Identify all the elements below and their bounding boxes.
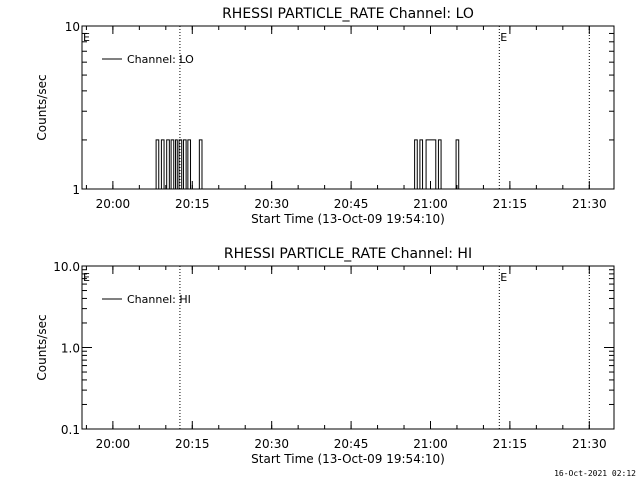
panel2-event-marker-label: E — [83, 271, 90, 284]
panel1-data-spike — [170, 139, 175, 189]
panel2-y-tick-label: 1.0 — [61, 342, 80, 356]
panel1-x-axis-label: Start Time (13-Oct-09 19:54:10) — [251, 212, 445, 226]
panel2-x-tick-label: 21:00 — [413, 437, 448, 451]
panel1-data-spike — [425, 139, 437, 189]
panel2-x-axis-label: Start Time (13-Oct-09 19:54:10) — [251, 452, 445, 466]
panel2-x-tick-label: 21:15 — [493, 437, 528, 451]
panel2-x-tick-label: 20:15 — [175, 437, 210, 451]
panel1-x-tick-label: 21:00 — [413, 197, 448, 211]
panel1-data-spike — [175, 139, 178, 189]
panel2-x-tick-label: 20:00 — [96, 437, 131, 451]
panel1-y-tick-label: 10 — [65, 20, 80, 34]
panel1-x-tick-label: 20:15 — [175, 197, 210, 211]
panel1-data-spike — [419, 139, 424, 189]
footer-timestamp: 16-Oct-2021 02:12 — [554, 469, 636, 478]
panel1-x-tick-label: 21:30 — [572, 197, 607, 211]
panel1-data-spike — [160, 139, 165, 189]
panel2-y-axis-label: Counts/sec — [35, 314, 49, 380]
panel1-x-tick-label: 20:30 — [254, 197, 289, 211]
panel1-y-axis-label: Counts/sec — [35, 74, 49, 140]
panel2-plot-frame — [81, 265, 615, 430]
panel1-x-tick-label: 20:00 — [96, 197, 131, 211]
panel2-x-tick-label: 21:30 — [572, 437, 607, 451]
panel2-y-tick-label: 0.1 — [61, 423, 80, 437]
panel1-chart-title: RHESSI PARTICLE_RATE Channel: LO — [222, 6, 474, 22]
panel1-data-spike — [166, 139, 170, 189]
panel1-y-tick-label: 1 — [72, 183, 80, 197]
panel1-data-spike — [455, 139, 460, 189]
panel1-event-marker-label: E — [83, 31, 90, 44]
panel2-x-tick-label: 20:30 — [254, 437, 289, 451]
panel1-data-spike — [198, 139, 203, 189]
panel2-y-tick-label: 10.0 — [53, 260, 80, 274]
panel1-data-spike — [414, 139, 418, 189]
panel2-x-tick-label: 20:45 — [334, 437, 369, 451]
panel1-legend-label: Channel: LO — [127, 53, 194, 66]
panel1-data-spike — [437, 139, 442, 189]
panel1-x-tick-label: 20:45 — [334, 197, 369, 211]
panel1-x-tick-label: 21:15 — [493, 197, 528, 211]
panel1-event-marker-label: E — [500, 31, 507, 44]
panel1-data-spike — [187, 139, 192, 189]
panel1-data-spike — [178, 139, 183, 189]
panel2-chart-title: RHESSI PARTICLE_RATE Channel: HI — [224, 246, 472, 262]
panel1-plot-frame — [81, 25, 615, 190]
panel2-legend-label: Channel: HI — [127, 293, 191, 306]
panel2-event-marker-label: E — [500, 271, 507, 284]
panel1-data-spike — [155, 139, 160, 189]
panel1-data-spike — [182, 139, 187, 189]
